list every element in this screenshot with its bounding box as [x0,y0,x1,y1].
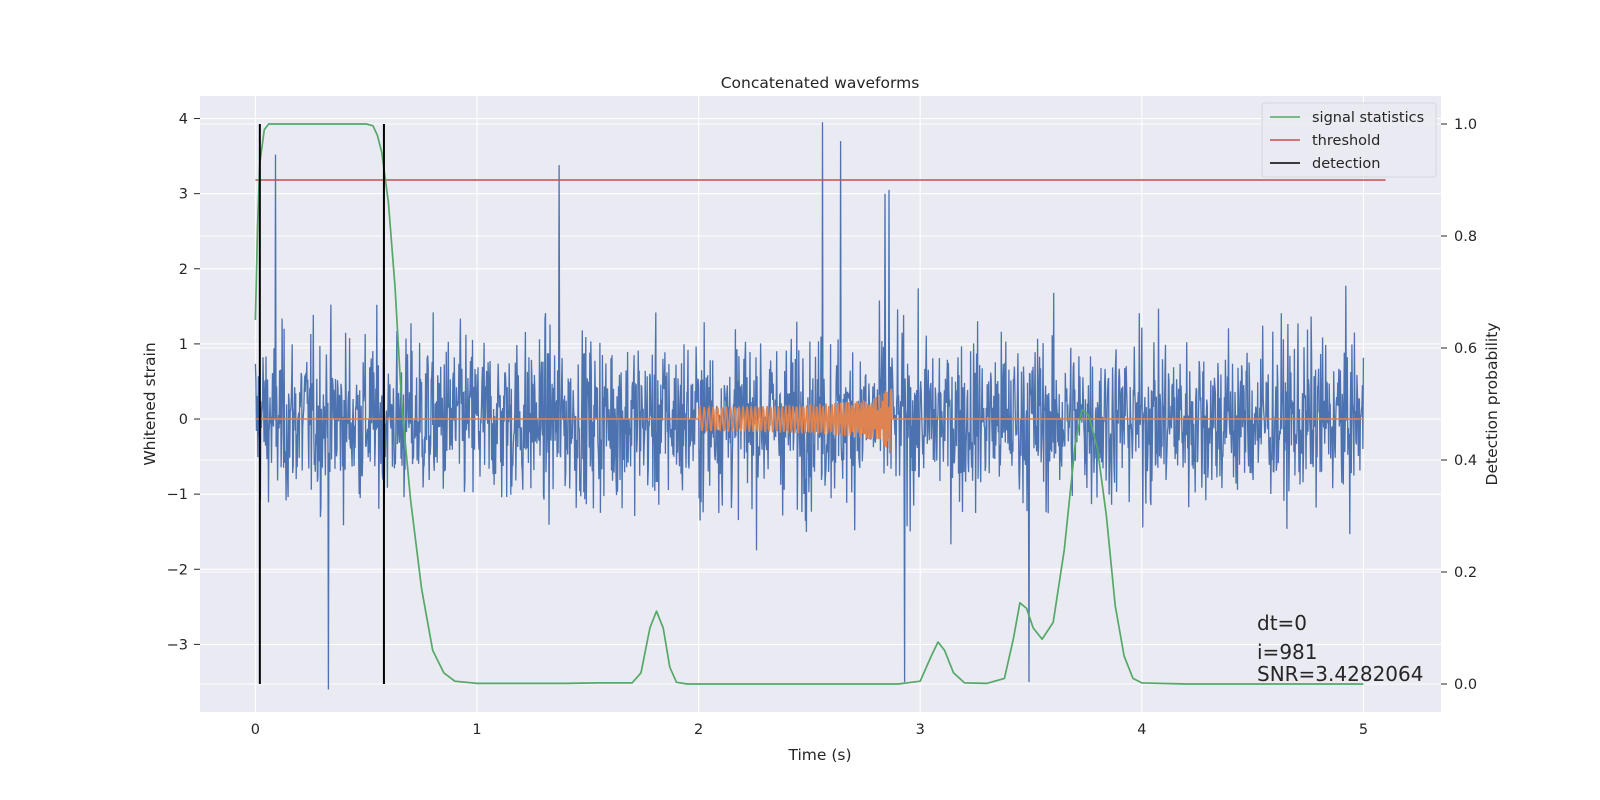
strain-line [254,122,1365,690]
x-tick-label: 1 [472,722,481,738]
chart-title: Concatenated waveforms [721,74,920,92]
y-tick-label: −3 [167,637,188,653]
x-ticks: 0 1 2 3 4 5 [251,722,1368,738]
annotation-dt: dt=0 [1257,611,1307,635]
y-tick-label: 0 [179,412,188,428]
x-tick-label: 5 [1359,722,1368,738]
y-tick-label: 4 [179,112,188,128]
legend-label-signal-statistics: signal statistics [1312,110,1424,126]
injection-line [255,388,1364,454]
y2-axis-label: Detection probability [1483,323,1501,486]
y-tick-label: −1 [167,487,188,503]
signal-statistics-series [254,123,1364,685]
legend-label-detection: detection [1312,156,1380,172]
annotation-snr: SNR=3.4282064 [1257,662,1423,686]
strain-series [254,122,1365,690]
x-tick-label: 4 [1137,722,1146,738]
signal-statistics-line [254,123,1364,685]
x-axis-label: Time (s) [787,746,851,764]
x-tick-label: 2 [694,722,703,738]
annotation-index: i=981 [1257,640,1318,664]
y2-tick-label: 0.0 [1454,677,1477,693]
y-ticks-left: −3 −2 −1 0 1 2 3 4 [167,112,200,653]
injection-series [255,388,1364,454]
legend: signal statistics threshold detection [1261,102,1437,178]
y2-tick-label: 0.8 [1454,229,1477,245]
y2-tick-label: 0.6 [1454,341,1477,357]
y-axis-label: Whitened strain [141,342,159,465]
y2-tick-label: 0.2 [1454,565,1477,581]
x-tick-label: 0 [251,722,260,738]
y-tick-label: 1 [179,337,188,353]
y-tick-label: 3 [179,187,188,203]
y2-tick-label: 1.0 [1454,117,1477,133]
y-ticks-right: 0.0 0.2 0.4 0.6 0.8 1.0 [1441,117,1477,693]
legend-label-threshold: threshold [1312,133,1380,149]
y2-tick-label: 0.4 [1454,453,1477,469]
x-tick-label: 3 [916,722,925,738]
detection-series [258,124,385,684]
legend-box [1261,102,1437,178]
y-tick-label: 2 [179,262,188,278]
y-tick-label: −2 [167,562,188,578]
